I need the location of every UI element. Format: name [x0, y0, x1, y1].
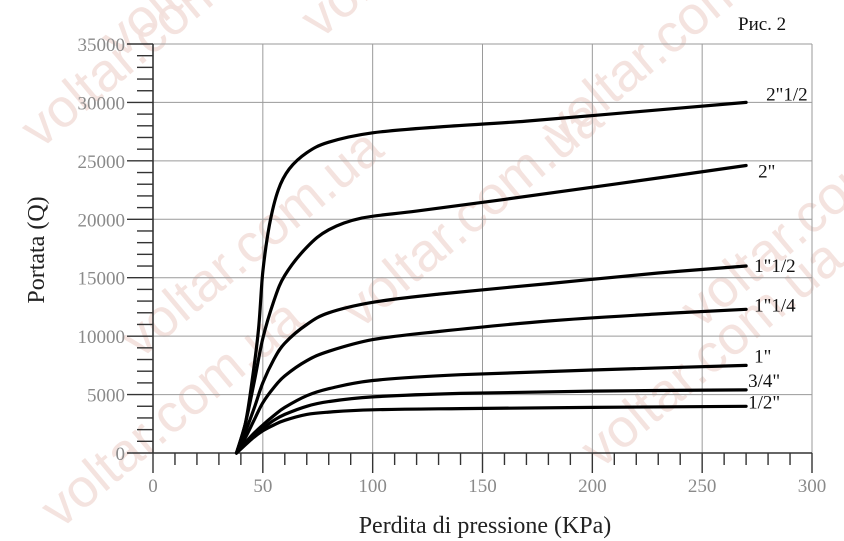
y-tick-label: 20000	[78, 210, 126, 231]
series-line	[234, 100, 748, 455]
y-tick-label: 15000	[78, 269, 126, 290]
tick-labels: 0 50 100 150 200 250 300 0 5000 10000 15000 20000 25…	[78, 35, 827, 497]
x-tick-label: 300	[798, 476, 827, 497]
y-tick-label: 25000	[78, 152, 126, 173]
x-tick-label: 250	[688, 476, 717, 497]
x-tick-label: 150	[468, 476, 497, 497]
series-label: 1"1/4	[754, 295, 796, 316]
watermark-text: voltar.com.ua	[289, 0, 574, 49]
x-tick-label: 200	[578, 476, 607, 497]
x-tick-label: 0	[148, 476, 158, 497]
series-label: 1"1/2	[754, 256, 796, 277]
series-line	[234, 363, 748, 455]
series-line	[234, 163, 748, 455]
y-tick-label: 35000	[78, 35, 126, 56]
series-label: 3/4"	[748, 371, 780, 392]
series-labels: 2"1/2 2" 1"1/2 1"1/4 1" 3/4"1/2"	[748, 84, 808, 413]
series-lines	[234, 100, 748, 455]
y-tick-label: 10000	[78, 327, 126, 348]
y-tick-label: 0	[116, 444, 126, 465]
series-label: 1/2"	[748, 392, 780, 413]
x-axis-title: Perdita di pressione (KPa)	[359, 513, 612, 539]
axis-ticks	[127, 43, 813, 473]
series-line	[234, 307, 748, 455]
y-tick-label: 5000	[87, 386, 125, 407]
series-line	[234, 388, 748, 455]
series-line	[234, 264, 748, 455]
x-tick-label: 100	[358, 476, 387, 497]
series-label: 2"1/2	[766, 84, 808, 105]
series-line	[234, 404, 748, 455]
y-axis-title: Portata (Q)	[24, 196, 50, 303]
series-label: 1"	[754, 346, 771, 367]
series-label: 2"	[758, 162, 775, 183]
figure-label: Рис. 2	[738, 14, 786, 35]
x-tick-label: 50	[253, 476, 272, 497]
y-tick-label: 30000	[78, 93, 126, 114]
